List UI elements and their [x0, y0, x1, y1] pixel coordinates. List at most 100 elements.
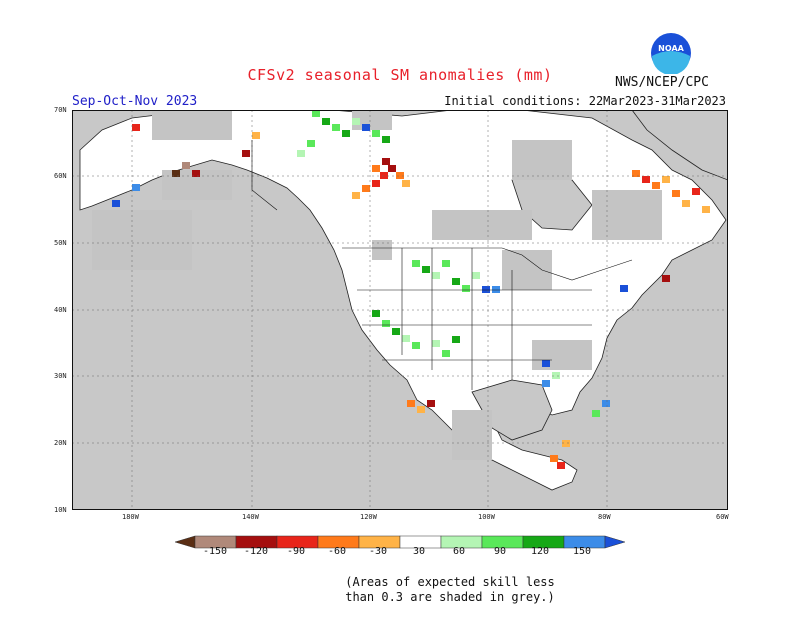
anomaly-cell: [432, 272, 440, 279]
anomaly-cell: [452, 336, 460, 343]
anomaly-cell: [402, 335, 410, 342]
legend-label: -30: [369, 546, 388, 557]
anomaly-cell: [432, 340, 440, 347]
lat-label-20n: 20N: [54, 439, 67, 447]
anomaly-cell: [332, 124, 340, 131]
anomaly-cell: [642, 176, 650, 183]
anomaly-cell: [307, 140, 315, 147]
lat-label-50n: 50N: [54, 239, 67, 247]
lon-label-100w: 100W: [478, 513, 495, 521]
anomaly-cell: [682, 200, 690, 207]
anomaly-cell: [462, 285, 470, 292]
legend-label: -90: [287, 546, 306, 557]
anomaly-cell: [322, 118, 330, 125]
anomaly-cell: [417, 406, 425, 413]
anomaly-cell: [557, 462, 565, 469]
anomaly-cell: [362, 124, 370, 131]
anomaly-cell: [132, 184, 140, 191]
legend-label: 30: [413, 546, 426, 557]
political-borders: [251, 140, 633, 390]
anomaly-cell: [342, 130, 350, 137]
anomaly-cell: [632, 170, 640, 177]
greenland-land: [631, 110, 728, 181]
anomaly-cell: [652, 182, 660, 189]
colorbar: [174, 535, 626, 549]
legend-label: -150: [203, 546, 228, 557]
lon-label-120w: 120W: [360, 513, 377, 521]
anomaly-cell: [372, 165, 380, 172]
anomaly-cell: [542, 360, 550, 367]
footnote-line-2: than 0.3 are shaded in grey.): [345, 590, 555, 604]
anomaly-cell: [542, 380, 550, 387]
legend-swatch: [604, 535, 626, 549]
low-skill-areas: [92, 110, 662, 460]
lat-label-60n: 60N: [54, 172, 67, 180]
footnote-line-1: (Areas of expected skill less: [345, 575, 555, 589]
anomaly-cell: [132, 124, 140, 131]
anomaly-cell: [702, 206, 710, 213]
lon-label-60w: 60W: [716, 513, 729, 521]
anomaly-cell: [182, 162, 190, 169]
anomaly-cell: [592, 410, 600, 417]
anomaly-cell: [388, 165, 396, 172]
logo-text: NOAA: [658, 44, 684, 53]
anomaly-cell: [472, 272, 480, 279]
legend-label: 60: [453, 546, 466, 557]
anomaly-cell: [442, 260, 450, 267]
legend-swatch: [174, 535, 196, 549]
anomaly-cell: [482, 286, 490, 293]
anomaly-cell: [380, 172, 388, 179]
lon-label-180w: 180W: [122, 513, 139, 521]
anomaly-cell: [672, 190, 680, 197]
anomaly-cell: [112, 200, 120, 207]
anomaly-cell: [372, 180, 380, 187]
anomaly-cell: [550, 455, 558, 462]
anomaly-cell: [362, 185, 370, 192]
lat-label-30n: 30N: [54, 372, 67, 380]
anomaly-map: [72, 110, 728, 510]
anomaly-cell: [562, 440, 570, 447]
anomaly-cell: [620, 285, 628, 292]
noaa-logo-icon: NOAA: [651, 33, 691, 74]
legend-label: -120: [244, 546, 269, 557]
anomaly-cell: [382, 320, 390, 327]
anomaly-cell: [352, 192, 360, 199]
anomaly-cell: [297, 150, 305, 157]
anomaly-cell: [242, 150, 250, 157]
anomaly-cell: [692, 188, 700, 195]
anomaly-cell: [312, 110, 320, 117]
graticule: [72, 110, 728, 510]
season-label: Sep-Oct-Nov 2023: [72, 94, 198, 109]
initial-conditions-label: Initial conditions: 22Mar2023-31Mar2023: [444, 94, 726, 108]
anomaly-cell: [552, 372, 560, 379]
anomaly-cell: [392, 328, 400, 335]
anomaly-cells: [112, 110, 710, 469]
anomaly-cell: [662, 275, 670, 282]
anomaly-cell: [382, 158, 390, 165]
anomaly-cell: [662, 176, 670, 183]
lon-label-140w: 140W: [242, 513, 259, 521]
anomaly-cell: [372, 310, 380, 317]
anomaly-cell: [382, 136, 390, 143]
anomaly-cell: [402, 180, 410, 187]
legend-label: 90: [494, 546, 507, 557]
anomaly-cell: [396, 172, 404, 179]
lat-label-70n: 70N: [54, 106, 67, 114]
lon-label-80w: 80W: [598, 513, 611, 521]
legend-label: -60: [328, 546, 347, 557]
lat-label-40n: 40N: [54, 306, 67, 314]
anomaly-cell: [372, 130, 380, 137]
anomaly-cell: [412, 342, 420, 349]
map-title: CFSv2 seasonal SM anomalies (mm): [247, 66, 553, 84]
anomaly-cell: [192, 170, 200, 177]
anomaly-cell: [422, 266, 430, 273]
anomaly-cell: [407, 400, 415, 407]
legend-label: 150: [573, 546, 592, 557]
lat-label-10n: 10N: [54, 506, 67, 514]
anomaly-cell: [442, 350, 450, 357]
agency-label: NWS/NCEP/CPC: [615, 75, 709, 90]
legend-label: 120: [531, 546, 550, 557]
anomaly-cell: [172, 170, 180, 177]
anomaly-cell: [602, 400, 610, 407]
anomaly-cell: [252, 132, 260, 139]
